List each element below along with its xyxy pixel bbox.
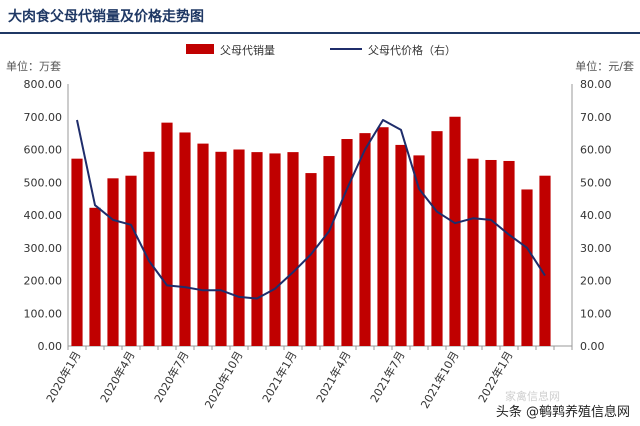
x-tick-label: 2020年4月 xyxy=(97,349,138,405)
left-tick-label: 200.00 xyxy=(24,275,63,288)
x-tick-label: 2021年1月 xyxy=(259,349,300,405)
title-underline xyxy=(0,32,640,34)
right-tick-label: 10.00 xyxy=(580,307,612,320)
faint-watermark: 家禽信息网 xyxy=(505,390,560,403)
bar xyxy=(467,158,479,346)
legend: 父母代销量 父母代价格（右） xyxy=(186,43,456,57)
bar xyxy=(413,155,425,346)
bar xyxy=(539,175,551,346)
bar xyxy=(161,122,173,347)
bar xyxy=(287,152,299,346)
x-tick-label: 2021年7月 xyxy=(367,349,408,405)
bar xyxy=(395,144,407,346)
left-tick-label: 800.00 xyxy=(24,78,63,91)
right-tick-label: 30.00 xyxy=(580,242,612,255)
bar xyxy=(125,175,137,346)
right-tick-label: 70.00 xyxy=(580,111,612,124)
x-tick-label: 2021年10月 xyxy=(417,349,461,411)
right-axis-unit: 单位：元/套 xyxy=(575,59,634,73)
bar-series xyxy=(71,116,551,347)
line-series xyxy=(76,119,546,300)
bar xyxy=(341,139,353,346)
bar xyxy=(359,133,371,346)
chart-title: 大肉食父母代销量及价格走势图 xyxy=(8,9,204,25)
bar xyxy=(71,158,83,346)
bar xyxy=(305,173,317,346)
right-tick-label: 40.00 xyxy=(580,209,612,222)
x-tick-label: 2021年4月 xyxy=(313,349,354,405)
bar xyxy=(449,116,461,346)
bar xyxy=(269,153,281,346)
right-tick-label: 50.00 xyxy=(580,176,612,189)
bar xyxy=(323,156,335,346)
watermark: 头条 @鹌鹑养殖信息网 xyxy=(495,405,630,420)
left-tick-label: 0.00 xyxy=(38,340,63,353)
left-tick-label: 100.00 xyxy=(24,307,63,320)
left-axis-unit: 单位：万套 xyxy=(6,59,61,73)
bar xyxy=(197,143,209,346)
bar xyxy=(215,151,227,346)
left-tick-label: 400.00 xyxy=(24,209,63,222)
left-tick-label: 600.00 xyxy=(24,144,63,157)
legend-swatch-sales xyxy=(186,44,214,54)
bar xyxy=(89,207,101,346)
bar xyxy=(233,149,245,346)
x-tick-label: 2020年1月 xyxy=(43,349,84,405)
bar xyxy=(431,131,443,346)
bar xyxy=(143,151,155,346)
x-tick-label: 2020年7月 xyxy=(151,349,192,405)
bar xyxy=(503,160,515,346)
x-tick-label: 2020年10月 xyxy=(201,349,245,411)
bar xyxy=(377,127,389,346)
bar xyxy=(521,189,533,346)
right-tick-label: 80.00 xyxy=(580,78,612,91)
left-tick-label: 700.00 xyxy=(24,111,63,124)
legend-label-sales: 父母代销量 xyxy=(220,43,275,57)
left-tick-label: 300.00 xyxy=(24,242,63,255)
right-tick-label: 0.00 xyxy=(580,340,605,353)
bar xyxy=(107,178,119,346)
bar xyxy=(179,132,191,346)
legend-label-price: 父母代价格（右） xyxy=(368,43,456,57)
bar xyxy=(485,159,497,346)
left-tick-label: 500.00 xyxy=(24,176,63,189)
right-tick-label: 60.00 xyxy=(580,144,612,157)
right-tick-label: 20.00 xyxy=(580,275,612,288)
bar xyxy=(251,152,263,346)
